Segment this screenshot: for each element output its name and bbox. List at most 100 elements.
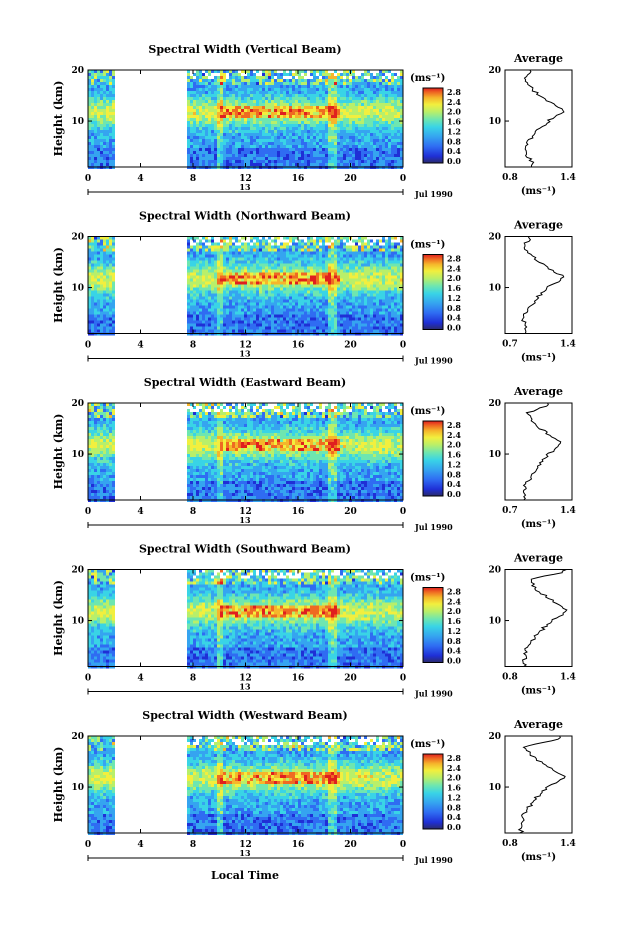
heatmap-cell: [310, 163, 313, 166]
heatmap-cell: [214, 160, 217, 163]
heatmap-cell: [256, 88, 259, 91]
heatmap-cell: [112, 254, 115, 258]
heatmap-cell: [274, 290, 277, 294]
heatmap-cell: [322, 302, 325, 306]
heatmap-cell: [211, 139, 214, 142]
heatmap-cell: [367, 290, 370, 294]
heatmap-cell: [349, 124, 352, 127]
heatmap-cell: [106, 82, 109, 85]
heatmap-cell: [370, 73, 373, 76]
heatmap-cell: [322, 70, 325, 73]
heatmap-cell: [307, 305, 310, 309]
heatmap-cell: [394, 251, 397, 255]
heatmap-cell: [226, 154, 229, 157]
heatmap-cell: [262, 272, 265, 276]
heatmap-cell: [223, 70, 226, 73]
heatmap-cell: [187, 245, 190, 249]
heatmap-cell: [250, 323, 253, 327]
heatmap-cell: [238, 302, 241, 306]
heatmap-cell: [271, 73, 274, 76]
heatmap-cell: [271, 70, 274, 73]
heatmap-cell: [238, 109, 241, 112]
heatmap-cell: [91, 103, 94, 106]
x-tick-label: 16: [292, 174, 305, 184]
heatmap-cell: [97, 281, 100, 285]
heatmap-cell: [364, 293, 367, 297]
heatmap-cell: [400, 73, 403, 76]
heatmap-cell: [274, 275, 277, 279]
heatmap-cell: [397, 296, 400, 300]
heatmap-cell: [334, 82, 337, 85]
heatmap-cell: [202, 287, 205, 291]
heatmap-cell: [214, 154, 217, 157]
heatmap-cell: [103, 314, 106, 318]
heatmap-cell: [334, 239, 337, 243]
heatmap-cell: [208, 251, 211, 255]
heatmap-cell: [370, 308, 373, 312]
heatmap-cell: [247, 106, 250, 109]
heatmap-cell: [190, 257, 193, 261]
heatmap-cell: [367, 257, 370, 261]
heatmap-cell: [298, 124, 301, 127]
heatmap-cell: [349, 296, 352, 300]
heatmap-cell: [271, 154, 274, 157]
heatmap-cell: [253, 254, 256, 258]
heatmap-cell: [370, 106, 373, 109]
heatmap-cell: [112, 296, 115, 300]
heatmap-cell: [367, 160, 370, 163]
heatmap-cell: [190, 91, 193, 94]
heatmap-cell: [334, 76, 337, 79]
heatmap-cell: [307, 317, 310, 321]
heatmap-cell: [286, 160, 289, 163]
heatmap-cell: [265, 248, 268, 252]
heatmap-cell: [253, 305, 256, 309]
heatmap-cell: [280, 136, 283, 139]
heatmap-cell: [376, 302, 379, 306]
heatmap-cell: [238, 296, 241, 300]
heatmap-cell: [334, 157, 337, 160]
heatmap-cell: [388, 85, 391, 88]
heatmap-cell: [304, 88, 307, 91]
heatmap-cell: [382, 236, 385, 240]
heatmap-cell: [286, 148, 289, 151]
heatmap-cell: [319, 85, 322, 88]
heatmap-cell: [289, 139, 292, 142]
heatmap-cell: [91, 82, 94, 85]
heatmap-cell: [298, 163, 301, 166]
heatmap-cell: [307, 115, 310, 118]
heatmap-cell: [217, 275, 220, 279]
heatmap-cell: [91, 293, 94, 297]
heatmap-cell: [88, 281, 91, 285]
heatmap-cell: [382, 317, 385, 321]
heatmap-cell: [298, 245, 301, 249]
heatmap-cell: [112, 314, 115, 318]
heatmap-cell: [109, 139, 112, 142]
heatmap-cell: [310, 97, 313, 100]
heatmap-cell: [256, 263, 259, 267]
heatmap-cell: [205, 317, 208, 321]
heatmap-cell: [250, 103, 253, 106]
heatmap-cell: [103, 151, 106, 154]
heatmap-cell: [298, 112, 301, 115]
heatmap-cell: [259, 260, 262, 264]
heatmap-cell: [382, 91, 385, 94]
heatmap-cell: [295, 293, 298, 297]
heatmap-cell: [307, 139, 310, 142]
heatmap-cell: [232, 269, 235, 273]
heatmap-cell: [388, 151, 391, 154]
heatmap-cell: [307, 245, 310, 249]
heatmap-cell: [322, 115, 325, 118]
heatmap-cell: [367, 254, 370, 258]
heatmap-cell: [262, 245, 265, 249]
heatmap-cell: [253, 266, 256, 270]
heatmap-cell: [292, 278, 295, 282]
heatmap-cell: [355, 314, 358, 318]
heatmap-cell: [382, 145, 385, 148]
heatmap-cell: [340, 266, 343, 270]
heatmap-cell: [331, 97, 334, 100]
heatmap-cell: [370, 136, 373, 139]
heatmap-cell: [307, 278, 310, 282]
heatmap-cell: [91, 130, 94, 133]
heatmap-cell: [250, 272, 253, 276]
heatmap-cell: [310, 121, 313, 124]
